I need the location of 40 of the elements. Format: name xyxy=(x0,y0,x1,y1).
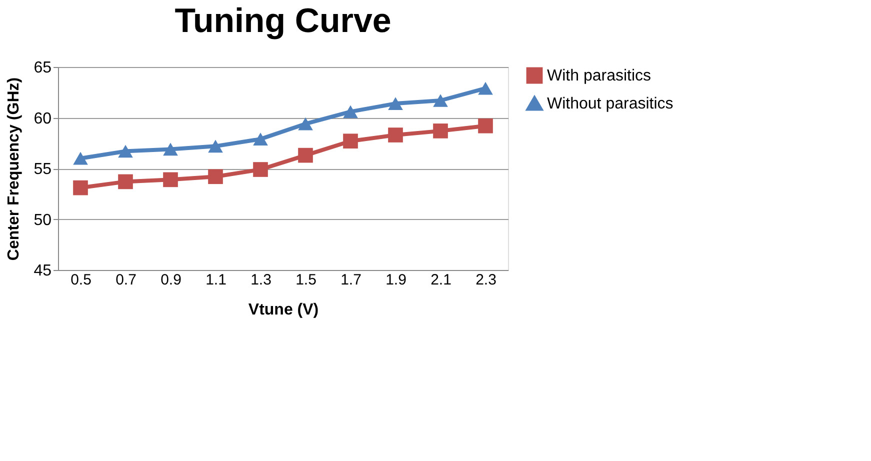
y-axis-title: Center Frequency (GHz) xyxy=(6,77,23,261)
x-axis-title: Vtune (V) xyxy=(248,302,319,318)
point xyxy=(118,144,133,158)
point xyxy=(478,82,493,95)
point xyxy=(388,97,403,110)
point xyxy=(73,152,88,165)
x-tick-label: 1.9 xyxy=(386,272,406,288)
x-tick-label: 1.5 xyxy=(296,272,316,288)
point xyxy=(163,142,178,156)
point xyxy=(253,162,268,177)
point xyxy=(298,117,313,130)
point xyxy=(478,118,493,134)
point xyxy=(118,174,133,190)
x-tick-label: 1.3 xyxy=(250,272,272,288)
x-tick-label: 2.3 xyxy=(476,272,496,288)
x-tick-label: 2.1 xyxy=(430,272,452,288)
point xyxy=(343,134,358,149)
x-tick-label: 0.7 xyxy=(116,272,136,288)
x-tick-label: 1.1 xyxy=(206,272,226,288)
chart-title: Tuning Curve xyxy=(174,2,392,40)
point xyxy=(253,132,268,146)
legend-label: With parasitics xyxy=(547,68,652,84)
legend-label: Without parasitics xyxy=(547,96,674,112)
x-tick-label: 0.5 xyxy=(70,272,92,288)
y-tick-label: 45 xyxy=(34,262,52,280)
point xyxy=(388,128,403,142)
point xyxy=(208,140,223,153)
x-tick-label: 1.7 xyxy=(340,272,362,288)
point xyxy=(208,169,223,184)
y-tick-label: 60 xyxy=(34,110,52,128)
point xyxy=(433,94,448,107)
point xyxy=(343,105,358,118)
x-tick-label: 0.9 xyxy=(160,272,182,288)
point xyxy=(73,180,88,196)
y-tick-label: 65 xyxy=(34,60,52,76)
point xyxy=(298,148,313,163)
point xyxy=(163,172,178,188)
y-tick-label: 55 xyxy=(34,161,52,178)
point xyxy=(433,124,448,138)
y-tick-label: 50 xyxy=(34,212,52,229)
